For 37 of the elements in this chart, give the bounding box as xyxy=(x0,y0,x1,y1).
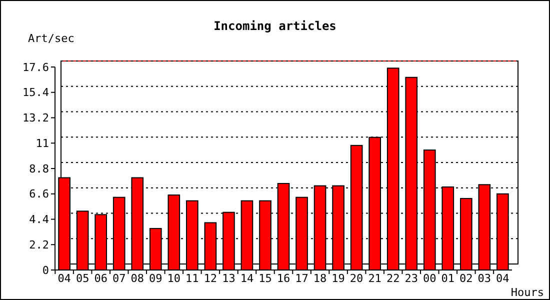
x-tick-label: 21 xyxy=(368,272,382,285)
x-tick-label: 11 xyxy=(186,272,199,285)
x-tick-label: 06 xyxy=(94,272,108,285)
y-tick-label: 17.6 xyxy=(22,60,49,74)
x-tick-label: 20 xyxy=(350,272,364,285)
x-tick-label: 14 xyxy=(240,272,254,285)
x-tick-label: 04 xyxy=(496,272,510,285)
y-tick-label: 15.4 xyxy=(22,86,50,100)
x-tick-label: 08 xyxy=(130,272,144,285)
x-tick-label: 16 xyxy=(276,272,290,285)
x-tick-label: 07 xyxy=(112,272,126,285)
x-tick-label: 05 xyxy=(76,272,90,285)
x-tick-label: 00 xyxy=(423,272,436,285)
chart-title: Incoming articles xyxy=(214,19,336,33)
x-tick-label: 23 xyxy=(404,272,418,285)
x-axis-title: Hours xyxy=(510,286,544,299)
y-tick-label: 8.8 xyxy=(29,162,49,176)
x-tick-label: 12 xyxy=(204,272,218,285)
y-tick-label: 13.2 xyxy=(22,112,49,125)
x-tick-label: 18 xyxy=(313,272,327,285)
x-tick-label: 22 xyxy=(386,272,400,285)
y-tick-label: 11 xyxy=(36,136,49,150)
y-tick-label: 2.2 xyxy=(29,238,49,252)
x-tick-label: 10 xyxy=(167,272,181,285)
y-tick-label: 0 xyxy=(42,264,49,277)
y-tick-label: 6.6 xyxy=(29,188,49,201)
x-tick-label: 01 xyxy=(441,272,455,285)
x-tick-label: 04 xyxy=(58,272,72,285)
y-tick-label: 4.4 xyxy=(29,213,50,226)
x-tick-label: 13 xyxy=(222,272,236,285)
x-tick-label: 15 xyxy=(258,272,272,285)
x-tick-label: 17 xyxy=(295,272,308,285)
x-tick-label: 03 xyxy=(478,272,492,285)
y-axis-title: Art/sec xyxy=(28,32,74,45)
x-tick-label: 02 xyxy=(460,272,473,285)
x-tick-label: 19 xyxy=(332,272,345,285)
x-tick-label: 09 xyxy=(149,272,162,285)
